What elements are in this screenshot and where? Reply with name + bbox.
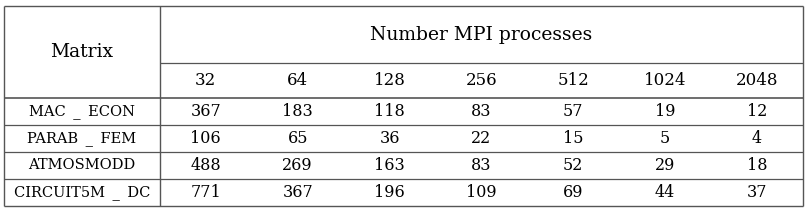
Text: PARAB  _  FEM: PARAB _ FEM (27, 131, 136, 146)
Text: 57: 57 (563, 103, 583, 120)
Text: 69: 69 (563, 184, 583, 201)
Text: 367: 367 (282, 184, 313, 201)
Text: 118: 118 (374, 103, 405, 120)
Text: 1024: 1024 (644, 72, 687, 89)
Text: 163: 163 (374, 157, 405, 174)
Text: 15: 15 (563, 130, 583, 147)
Text: 771: 771 (190, 184, 221, 201)
Text: 44: 44 (655, 184, 675, 201)
Text: 83: 83 (471, 103, 491, 120)
Text: 64: 64 (287, 72, 308, 89)
Text: 109: 109 (466, 184, 496, 201)
Text: Matrix: Matrix (50, 43, 114, 61)
Text: 5: 5 (660, 130, 671, 147)
Text: 269: 269 (282, 157, 313, 174)
Text: 512: 512 (558, 72, 589, 89)
Text: 256: 256 (466, 72, 497, 89)
Text: Number MPI processes: Number MPI processes (370, 26, 592, 44)
Text: 83: 83 (471, 157, 491, 174)
Text: 488: 488 (190, 157, 221, 174)
Text: 196: 196 (374, 184, 405, 201)
Text: 29: 29 (655, 157, 675, 174)
Text: ATMOSMODD: ATMOSMODD (28, 158, 136, 172)
Text: 19: 19 (655, 103, 675, 120)
Text: 52: 52 (563, 157, 583, 174)
Text: 37: 37 (746, 184, 767, 201)
Text: 36: 36 (379, 130, 399, 147)
Text: 12: 12 (746, 103, 767, 120)
Text: 18: 18 (746, 157, 767, 174)
Text: CIRCUIT5M  _  DC: CIRCUIT5M _ DC (14, 185, 150, 200)
Text: MAC  _  ECON: MAC _ ECON (29, 104, 135, 119)
Text: 22: 22 (471, 130, 491, 147)
Text: 367: 367 (190, 103, 221, 120)
Text: 2048: 2048 (736, 72, 778, 89)
Text: 128: 128 (374, 72, 405, 89)
Text: 65: 65 (287, 130, 308, 147)
Text: 183: 183 (282, 103, 313, 120)
Text: 4: 4 (752, 130, 762, 147)
Text: 32: 32 (195, 72, 216, 89)
Text: 106: 106 (190, 130, 221, 147)
